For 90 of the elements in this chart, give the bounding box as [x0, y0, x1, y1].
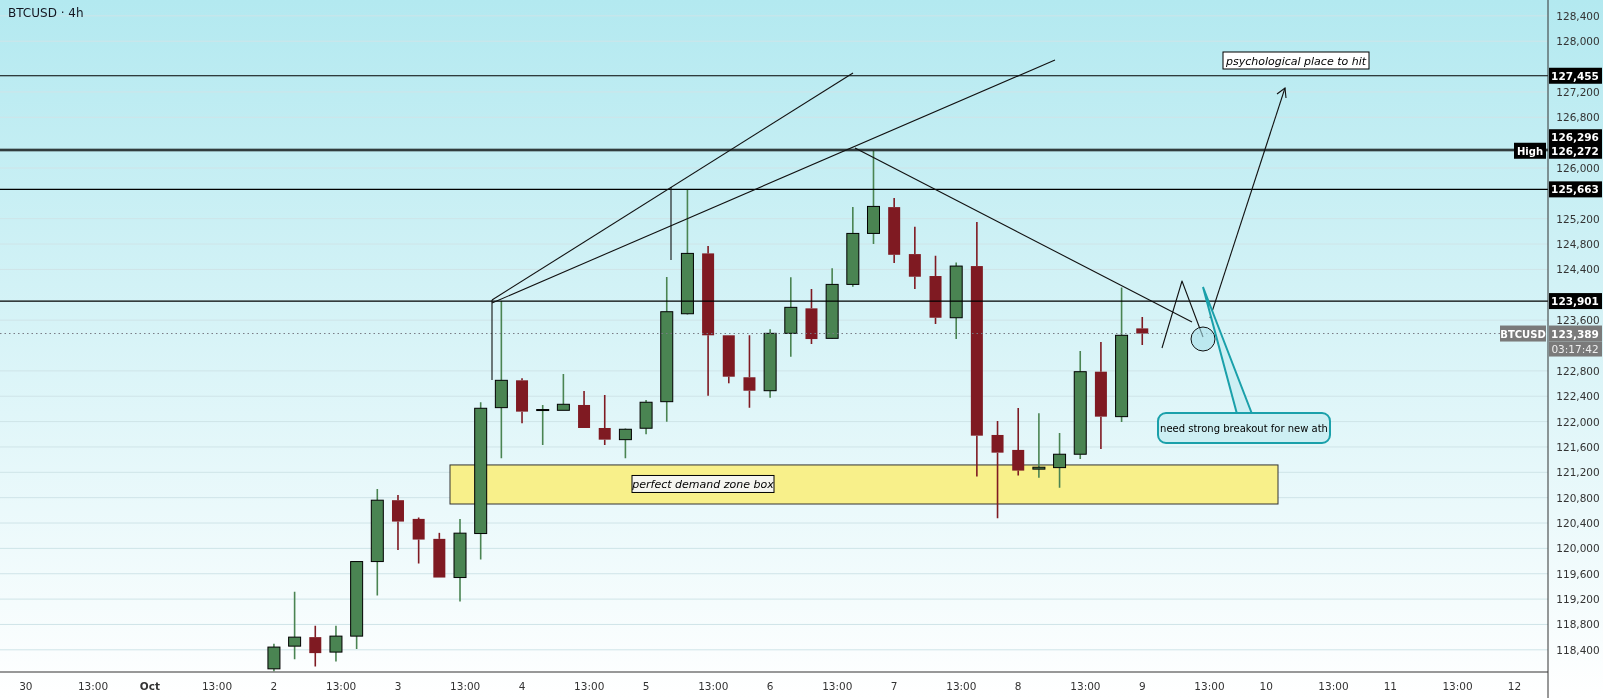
candlestick: [1012, 407, 1025, 477]
y-tick-label: 128,000: [1556, 35, 1600, 48]
x-tick-label: 12: [1507, 680, 1522, 692]
x-tick-label: 13:00: [946, 680, 977, 692]
y-tick-label: 124,400: [1556, 263, 1600, 276]
x-tick-label: 5: [642, 680, 650, 692]
x-tick-label: 13:00: [326, 680, 357, 692]
candlestick: [888, 197, 901, 264]
y-tick-label: 122,000: [1556, 415, 1600, 428]
x-tick-label: 8: [1014, 680, 1022, 692]
x-tick-label: 4: [518, 680, 526, 692]
candlestick: [1032, 412, 1046, 479]
candlestick: [702, 245, 715, 397]
y-tick-label: 127,200: [1556, 85, 1600, 98]
x-tick-label: 7: [890, 680, 898, 692]
x-tick-label: 13:00: [574, 680, 605, 692]
candlestick: [412, 518, 425, 565]
ref-line-label: 126,272: [1551, 144, 1599, 157]
candlestick: [763, 328, 777, 399]
candlestick: [391, 494, 404, 551]
y-tick-label: 124,800: [1556, 238, 1600, 251]
y-tick-label: 120,000: [1556, 542, 1600, 555]
y-tick-label: 118,400: [1556, 643, 1600, 656]
y-tick-label: 119,200: [1556, 593, 1600, 606]
candlestick: [578, 390, 591, 428]
y-tick-label: 125,200: [1556, 212, 1600, 225]
candlestick: [1136, 316, 1149, 346]
ref-line-label: 127,455: [1551, 69, 1599, 82]
x-tick-label: 13:00: [1194, 680, 1225, 692]
y-tick-label: 128,400: [1556, 9, 1600, 22]
y-tick-label: 126,800: [1556, 111, 1600, 124]
x-tick-label: Oct: [139, 680, 160, 692]
candlestick: [743, 334, 756, 409]
candlestick: [846, 206, 860, 288]
candlestick: [288, 591, 302, 660]
annotation: need strong breakout for new ath: [1160, 423, 1328, 434]
x-tick-label: 13:00: [77, 680, 109, 692]
candlestick: [536, 404, 550, 446]
x-tick-label: 13:00: [450, 680, 481, 692]
x-tick-label: 13:00: [822, 680, 853, 692]
x-tick-label: 2: [270, 680, 278, 692]
candlestick: [991, 420, 1004, 519]
x-tick-label: 9: [1138, 680, 1146, 692]
y-tick-label: 122,400: [1556, 390, 1600, 403]
annotation: BTCUSD: [1500, 328, 1546, 340]
y-tick-label: 121,200: [1556, 466, 1600, 479]
candlestick: [1073, 350, 1087, 460]
candlestick: [1094, 341, 1107, 450]
ref-line-label: 123,389: [1551, 327, 1599, 340]
candlestick: [1053, 432, 1067, 489]
x-tick-label: 3: [394, 680, 402, 692]
candlestick: [370, 488, 384, 597]
y-tick-label: 126,000: [1556, 162, 1600, 174]
x-tick-label: 30: [19, 680, 33, 692]
text: BTCUSD · 4h: [8, 6, 84, 20]
text: 03:17:42: [1551, 342, 1599, 355]
candlestick: [329, 625, 343, 663]
candlestick: [722, 335, 735, 385]
candlestick: [474, 401, 488, 561]
x-tick-label: 13:00: [1318, 680, 1349, 692]
candlestick: [970, 221, 983, 478]
band-label: perfect demand zone box: [631, 478, 775, 492]
candlestick: [639, 399, 653, 436]
x-tick-label: 13:00: [698, 680, 729, 692]
ref-line-label: 125,663: [1551, 183, 1599, 196]
x-tick-label: 11: [1383, 680, 1398, 692]
candlestick: [929, 255, 942, 325]
y-tick-label: 118,800: [1556, 618, 1600, 631]
y-tick-label: 123,600: [1556, 314, 1600, 327]
y-tick-label: 121,600: [1556, 440, 1600, 453]
y-tick-label: 119,600: [1556, 567, 1600, 580]
candlestick: [309, 625, 322, 668]
y-tick-label: 120,800: [1556, 491, 1600, 504]
candlestick: [908, 225, 921, 290]
ref-line-label: 123,901: [1551, 295, 1599, 308]
x-tick-label: 13:00: [1442, 680, 1473, 692]
annotation: High: [1516, 145, 1544, 157]
y-tick-label: 122,800: [1556, 364, 1600, 377]
candlestick: [598, 394, 611, 446]
x-tick-label: 13:00: [1070, 680, 1101, 692]
candlestick: [556, 373, 570, 411]
x-tick-label: 6: [766, 680, 774, 692]
annotation: psychological place to hit: [1224, 55, 1367, 68]
candlestick: [453, 518, 467, 603]
x-tick-label: 10: [1259, 680, 1273, 692]
candlestick: [516, 377, 529, 425]
ref-line-label: 126,296: [1551, 131, 1599, 144]
x-tick-label: 13:00: [201, 680, 233, 692]
candlestick: [805, 288, 818, 345]
y-tick-label: 120,400: [1556, 517, 1600, 530]
